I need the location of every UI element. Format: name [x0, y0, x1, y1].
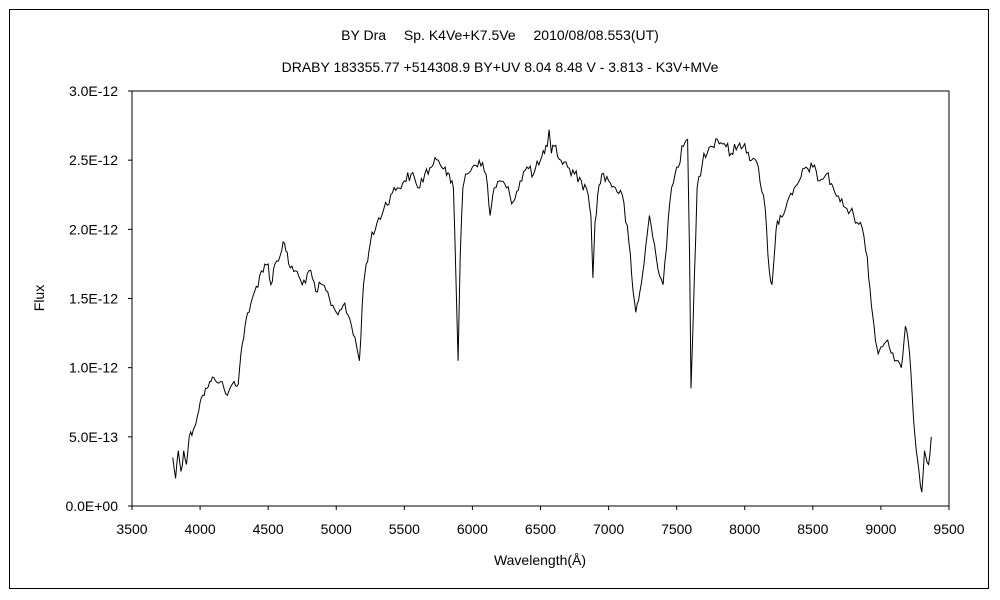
- x-tick-label: 6500: [525, 521, 556, 537]
- y-tick-label: 1.0E-12: [69, 360, 118, 376]
- x-tick-label: 9500: [933, 521, 964, 537]
- y-axis-label: Flux: [31, 285, 47, 311]
- y-tick-label: 0.0E+00: [65, 498, 118, 514]
- spectrum-line: [172, 129, 932, 493]
- x-tick-label: 5000: [321, 521, 352, 537]
- y-tick-label: 3.0E-12: [69, 83, 118, 99]
- y-tick-label: 1.5E-12: [69, 291, 118, 307]
- x-axis-label: Wavelength(Å): [494, 552, 586, 568]
- x-tick-label: 4500: [253, 521, 284, 537]
- x-tick-label: 8000: [729, 521, 760, 537]
- x-tick-label: 6000: [457, 521, 488, 537]
- y-tick-label: 5.0E-13: [69, 429, 118, 445]
- y-tick-label: 2.5E-12: [69, 152, 118, 168]
- x-tick-label: 4000: [185, 521, 216, 537]
- chart-frame: [9, 9, 989, 589]
- x-tick-label: 9000: [865, 521, 896, 537]
- x-tick-label: 5500: [389, 521, 420, 537]
- plot-area: [131, 90, 950, 507]
- chart-subtitle: DRABY 183355.77 +514308.9 BY+UV 8.04 8.4…: [282, 59, 719, 75]
- x-tick-label: 8500: [797, 521, 828, 537]
- y-tick-label: 2.0E-12: [69, 221, 118, 237]
- x-tick-label: 7000: [593, 521, 624, 537]
- x-axis: 3500 4000 4500 5000 5500 6000 6500 7000 7500 8000…: [116, 506, 965, 537]
- chart-title: BY Dra Sp. K4Ve+K7.5Ve 2010/08/08.553(UT…: [341, 27, 659, 43]
- x-tick-label: 3500: [116, 521, 147, 537]
- y-axis: 0.0E+00 5.0E-13 1.0E-12 1.5E-12 2.0E-12 2.5E-…: [65, 83, 132, 514]
- x-tick-label: 7500: [661, 521, 692, 537]
